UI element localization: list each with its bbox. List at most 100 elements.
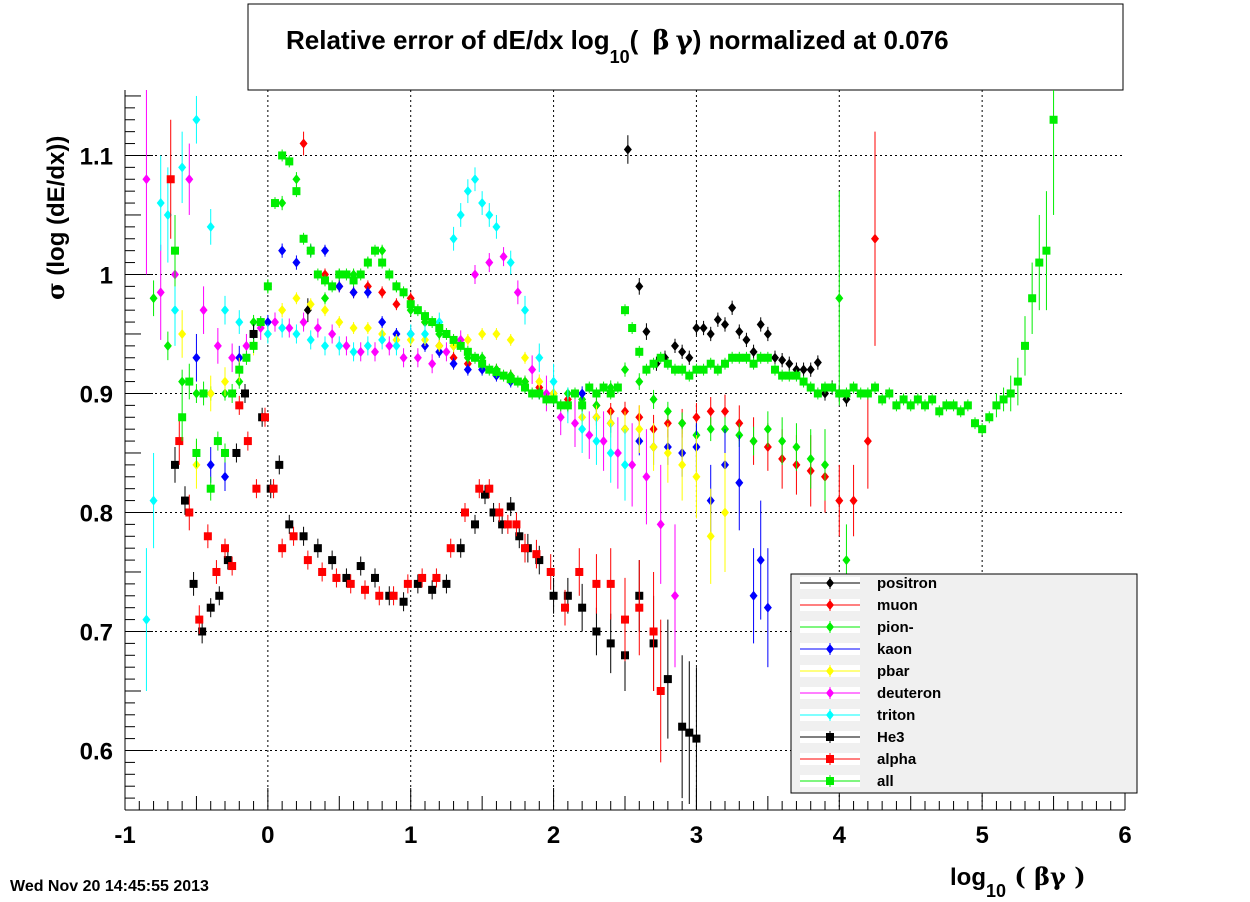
data-point bbox=[313, 323, 322, 334]
data-point bbox=[621, 459, 629, 470]
data-point bbox=[399, 288, 408, 297]
data-point bbox=[171, 460, 179, 469]
data-point bbox=[515, 532, 524, 541]
data-point bbox=[671, 365, 679, 374]
data-point bbox=[371, 346, 379, 357]
data-point bbox=[363, 323, 372, 334]
data-point bbox=[763, 602, 772, 613]
data-point bbox=[913, 395, 922, 404]
data-point bbox=[699, 365, 708, 374]
data-point bbox=[835, 495, 844, 506]
data-point bbox=[506, 334, 515, 345]
data-point bbox=[813, 357, 822, 368]
data-point bbox=[721, 406, 729, 417]
data-point bbox=[642, 326, 651, 337]
data-point bbox=[578, 388, 587, 399]
data-point bbox=[1042, 246, 1051, 255]
data-point bbox=[471, 353, 479, 362]
data-point bbox=[442, 329, 451, 338]
chart-title: Relative error of dE/dx log10(β γ) normal… bbox=[286, 25, 949, 67]
data-point bbox=[606, 579, 615, 588]
data-point bbox=[206, 388, 215, 399]
data-point bbox=[299, 234, 308, 243]
data-point bbox=[328, 556, 337, 565]
legend-label: He3 bbox=[877, 729, 905, 746]
data-point bbox=[763, 424, 772, 435]
data-point bbox=[321, 245, 329, 256]
data-point bbox=[663, 406, 672, 417]
series-triton bbox=[142, 95, 629, 691]
data-point bbox=[649, 627, 658, 636]
data-point bbox=[342, 340, 351, 351]
data-point bbox=[656, 519, 665, 530]
data-point bbox=[206, 459, 215, 470]
data-point bbox=[749, 590, 758, 601]
data-point bbox=[728, 353, 737, 362]
data-point bbox=[499, 371, 508, 380]
data-point bbox=[478, 198, 487, 209]
data-point bbox=[199, 389, 208, 398]
data-point bbox=[243, 437, 252, 446]
data-point bbox=[992, 401, 1001, 410]
data-point bbox=[175, 437, 184, 446]
data-point bbox=[489, 508, 498, 517]
data-point bbox=[356, 562, 365, 571]
data-point bbox=[185, 174, 194, 185]
y-tick-label: 1 bbox=[100, 262, 113, 289]
data-point bbox=[463, 186, 472, 197]
data-point bbox=[375, 591, 384, 600]
legend-marker bbox=[826, 733, 834, 741]
x-tick-label: 4 bbox=[833, 822, 847, 849]
data-point bbox=[649, 394, 658, 405]
data-point bbox=[706, 328, 715, 339]
data-point bbox=[585, 383, 594, 392]
data-point bbox=[699, 323, 708, 334]
data-point bbox=[606, 639, 615, 648]
data-point bbox=[649, 359, 658, 368]
y-tick-label: 0.7 bbox=[80, 619, 113, 646]
data-point bbox=[578, 603, 587, 612]
data-point bbox=[203, 532, 212, 541]
data-point bbox=[928, 395, 937, 404]
data-point bbox=[306, 246, 315, 255]
data-point bbox=[192, 448, 201, 457]
data-point bbox=[742, 334, 751, 345]
data-point bbox=[249, 317, 258, 328]
data-point bbox=[378, 317, 387, 328]
x-tick-label: 5 bbox=[975, 822, 988, 849]
data-point bbox=[263, 282, 272, 291]
series-positron bbox=[303, 135, 851, 407]
legend-entry-muon: muon bbox=[800, 597, 918, 614]
data-point bbox=[461, 508, 469, 517]
legend-label: kaon bbox=[877, 641, 912, 658]
data-point bbox=[685, 371, 694, 380]
data-point bbox=[563, 591, 572, 600]
data-point bbox=[349, 287, 358, 298]
legend: positron muon pion-kaon pbar deuteron triton H… bbox=[790, 573, 1138, 794]
data-point bbox=[806, 364, 815, 375]
data-point bbox=[278, 323, 287, 334]
data-point bbox=[228, 562, 237, 571]
data-point bbox=[471, 520, 479, 529]
tick-labels: -1 0 1 2 3 4 5 6 0.6 0.7 0.8 0.9 1 1.1 bbox=[80, 143, 1132, 849]
data-point bbox=[706, 531, 715, 542]
y-tick-label: 0.9 bbox=[80, 381, 113, 408]
legend-label: alpha bbox=[877, 751, 917, 768]
data-point bbox=[156, 287, 165, 298]
data-point bbox=[485, 257, 494, 268]
data-point bbox=[449, 335, 458, 344]
data-point bbox=[575, 567, 584, 576]
data-point bbox=[478, 328, 487, 339]
data-point bbox=[269, 484, 278, 493]
data-point bbox=[413, 306, 422, 315]
data-point bbox=[721, 359, 729, 368]
data-point bbox=[685, 728, 694, 737]
data-point bbox=[363, 258, 372, 267]
data-point bbox=[428, 318, 437, 327]
data-point bbox=[241, 389, 249, 398]
data-point bbox=[878, 395, 887, 404]
data-point bbox=[856, 389, 865, 398]
data-point bbox=[228, 352, 237, 363]
data-point bbox=[171, 305, 179, 316]
data-point bbox=[313, 270, 322, 279]
